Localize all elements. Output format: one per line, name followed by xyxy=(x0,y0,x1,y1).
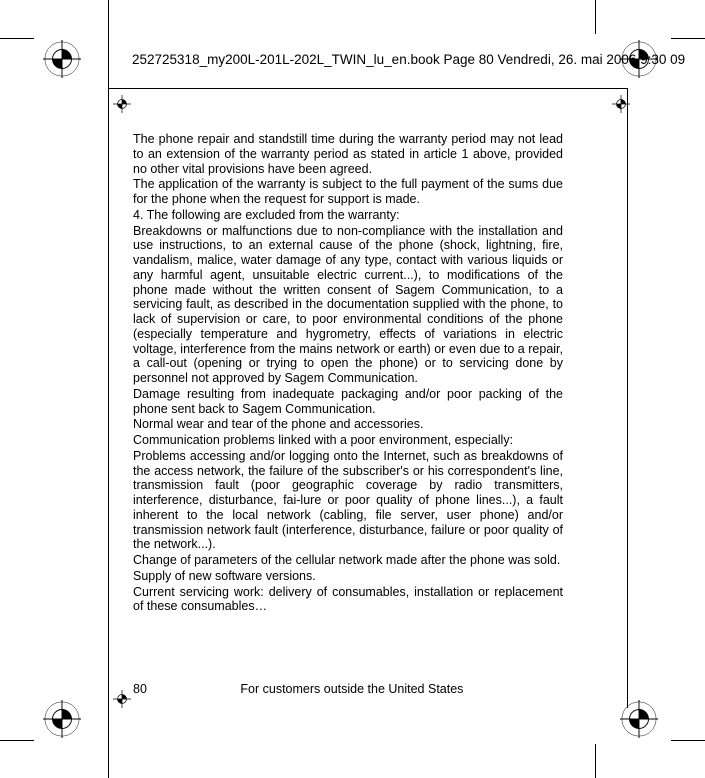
frame-line xyxy=(108,30,109,770)
crop-mark xyxy=(0,38,34,39)
paragraph: Supply of new software versions. xyxy=(133,569,563,584)
frame-line xyxy=(627,88,628,708)
paragraph: Problems accessing and/or logging onto t… xyxy=(133,449,563,552)
registration-mark-icon xyxy=(43,700,81,738)
paragraph: The phone repair and standstill time dur… xyxy=(133,132,563,176)
paragraph: Current servicing work: delivery of cons… xyxy=(133,585,563,615)
paragraph: 4. The following are excluded from the w… xyxy=(133,208,563,223)
paragraph: Normal wear and tear of the phone and ac… xyxy=(133,417,563,432)
crop-mark xyxy=(108,0,109,34)
crop-mark xyxy=(595,0,596,34)
registration-mark-icon xyxy=(43,40,81,78)
paragraph: Damage resulting from inadequate packagi… xyxy=(133,387,563,417)
page-number: 80 xyxy=(133,682,147,696)
paragraph: Breakdowns or malfunctions due to non-co… xyxy=(133,224,563,386)
footer-title: For customers outside the United States xyxy=(240,682,463,696)
registration-mark-icon xyxy=(113,95,131,113)
registration-mark-icon xyxy=(113,690,131,708)
page-body: The phone repair and standstill time dur… xyxy=(133,132,563,615)
crop-mark xyxy=(671,38,705,39)
registration-mark-icon xyxy=(620,700,658,738)
paragraph: Change of parameters of the cellular net… xyxy=(133,553,563,568)
crop-mark xyxy=(595,744,596,778)
crop-mark xyxy=(671,740,705,741)
paragraph: Communication problems linked with a poo… xyxy=(133,433,563,448)
frame-line xyxy=(108,88,628,89)
crop-mark xyxy=(0,740,34,741)
page-footer: 80 For customers outside the United Stat… xyxy=(133,682,563,696)
paragraph: The application of the warranty is subje… xyxy=(133,177,563,207)
header-filename: 252725318_my200L-201L-202L_TWIN_lu_en.bo… xyxy=(132,52,685,67)
